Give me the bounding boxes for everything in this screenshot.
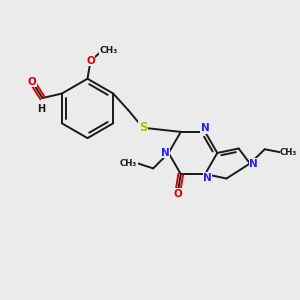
Text: N: N (201, 123, 209, 133)
Text: H: H (37, 104, 45, 114)
Text: CH₃: CH₃ (99, 46, 117, 55)
Text: O: O (28, 77, 37, 87)
Text: N: N (160, 148, 169, 158)
Text: CH₃: CH₃ (120, 159, 137, 168)
Text: CH₃: CH₃ (280, 148, 297, 157)
Text: N: N (249, 158, 258, 169)
Text: O: O (86, 56, 95, 66)
Text: S: S (139, 121, 147, 134)
Text: N: N (203, 172, 212, 183)
Text: O: O (173, 189, 182, 199)
